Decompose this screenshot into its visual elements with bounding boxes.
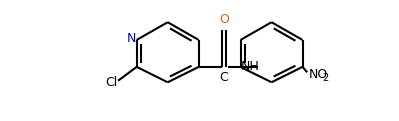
Text: C: C (220, 71, 229, 84)
Text: NH: NH (241, 60, 259, 73)
Text: Cl: Cl (106, 76, 118, 89)
Text: NO: NO (309, 68, 328, 81)
Text: 2: 2 (323, 73, 329, 83)
Text: O: O (219, 13, 229, 26)
Text: N: N (126, 32, 136, 45)
